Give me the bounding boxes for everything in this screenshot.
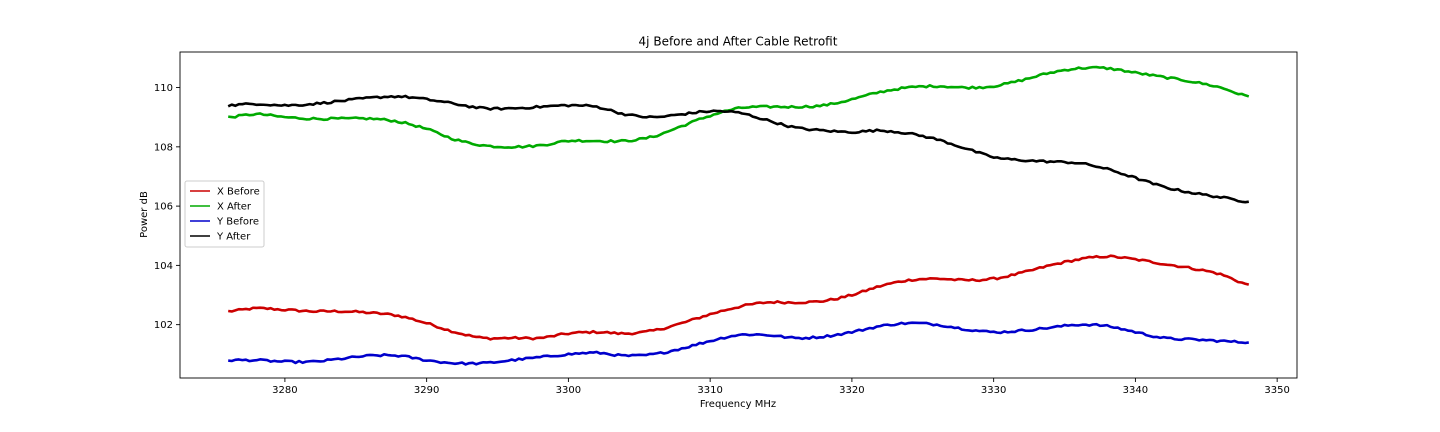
series-line-y-after bbox=[227, 94, 1250, 204]
y-tick-label: 110 bbox=[154, 83, 173, 94]
legend-label: X Before bbox=[217, 187, 260, 198]
series-line-x-after bbox=[228, 65, 1250, 149]
x-tick-label: 3300 bbox=[556, 385, 581, 396]
plot-area: 3280 3290 3300 3310 3320 3330 3340 3350 102 104 10… bbox=[154, 51, 1298, 396]
x-tick-label: 3310 bbox=[697, 385, 722, 396]
y-tick-label: 108 bbox=[154, 142, 173, 153]
x-axis-title: Frequency MHz bbox=[700, 399, 776, 410]
y-tick-label: 106 bbox=[154, 202, 173, 213]
x-tick-label: 3320 bbox=[839, 385, 864, 396]
x-tick-label: 3280 bbox=[272, 385, 297, 396]
series-line-x-before bbox=[228, 254, 1250, 341]
series-line-y-before bbox=[228, 321, 1250, 366]
x-tick-label: 3350 bbox=[1264, 385, 1289, 396]
plot-frame bbox=[179, 51, 1298, 379]
y-tick-label: 104 bbox=[154, 261, 173, 272]
x-tick-label: 3290 bbox=[414, 385, 439, 396]
y-tick-label: 102 bbox=[154, 320, 173, 331]
legend-box bbox=[184, 180, 265, 248]
legend: X Before X After Y Before Y After bbox=[184, 180, 265, 248]
chart-title: 4j Before and After Cable Retrofit bbox=[639, 35, 838, 49]
legend-label: Y After bbox=[216, 232, 251, 243]
legend-label: X After bbox=[217, 202, 252, 213]
legend-label: Y Before bbox=[216, 217, 259, 228]
y-axis-title: Power dB bbox=[139, 191, 150, 238]
x-tick-label: 3340 bbox=[1123, 385, 1148, 396]
x-tick-label: 3330 bbox=[981, 385, 1006, 396]
